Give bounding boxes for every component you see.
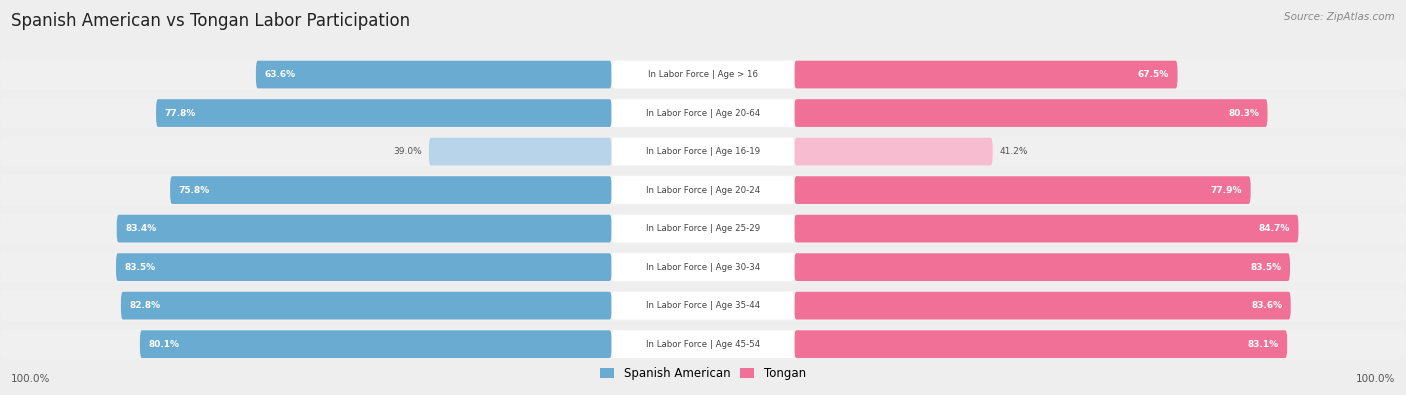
FancyBboxPatch shape xyxy=(612,253,794,281)
FancyBboxPatch shape xyxy=(0,252,1406,282)
FancyBboxPatch shape xyxy=(612,99,794,127)
FancyBboxPatch shape xyxy=(612,215,794,243)
FancyBboxPatch shape xyxy=(794,61,1178,88)
FancyBboxPatch shape xyxy=(794,330,1288,358)
Legend: Spanish American, Tongan: Spanish American, Tongan xyxy=(596,363,810,385)
Text: In Labor Force | Age 45-54: In Labor Force | Age 45-54 xyxy=(645,340,761,349)
Text: 67.5%: 67.5% xyxy=(1137,70,1170,79)
FancyBboxPatch shape xyxy=(794,99,1268,127)
Text: 82.8%: 82.8% xyxy=(129,301,160,310)
FancyBboxPatch shape xyxy=(0,136,1406,167)
FancyBboxPatch shape xyxy=(794,176,1251,204)
Text: In Labor Force | Age 20-24: In Labor Force | Age 20-24 xyxy=(645,186,761,195)
Text: In Labor Force | Age 20-64: In Labor Force | Age 20-64 xyxy=(645,109,761,118)
FancyBboxPatch shape xyxy=(794,215,1299,243)
FancyBboxPatch shape xyxy=(794,292,1291,320)
FancyBboxPatch shape xyxy=(429,138,612,166)
FancyBboxPatch shape xyxy=(612,138,794,166)
Text: 83.6%: 83.6% xyxy=(1251,301,1282,310)
FancyBboxPatch shape xyxy=(256,61,612,88)
Text: 83.5%: 83.5% xyxy=(125,263,156,272)
FancyBboxPatch shape xyxy=(0,290,1406,321)
FancyBboxPatch shape xyxy=(141,330,612,358)
Text: 84.7%: 84.7% xyxy=(1258,224,1291,233)
FancyBboxPatch shape xyxy=(794,253,1291,281)
Text: 83.1%: 83.1% xyxy=(1247,340,1279,349)
Text: 80.3%: 80.3% xyxy=(1227,109,1260,118)
Text: 63.6%: 63.6% xyxy=(264,70,295,79)
Text: 39.0%: 39.0% xyxy=(394,147,422,156)
FancyBboxPatch shape xyxy=(0,213,1406,244)
Text: 77.8%: 77.8% xyxy=(165,109,195,118)
FancyBboxPatch shape xyxy=(117,215,612,243)
Text: 100.0%: 100.0% xyxy=(11,374,51,384)
Text: 77.9%: 77.9% xyxy=(1211,186,1243,195)
Text: In Labor Force | Age 35-44: In Labor Force | Age 35-44 xyxy=(645,301,761,310)
Text: Source: ZipAtlas.com: Source: ZipAtlas.com xyxy=(1284,12,1395,22)
Text: In Labor Force | Age > 16: In Labor Force | Age > 16 xyxy=(648,70,758,79)
FancyBboxPatch shape xyxy=(612,176,794,204)
FancyBboxPatch shape xyxy=(0,59,1406,90)
FancyBboxPatch shape xyxy=(0,329,1406,359)
FancyBboxPatch shape xyxy=(794,138,993,166)
FancyBboxPatch shape xyxy=(612,61,794,88)
Text: 83.4%: 83.4% xyxy=(125,224,156,233)
Text: In Labor Force | Age 30-34: In Labor Force | Age 30-34 xyxy=(645,263,761,272)
Text: 83.5%: 83.5% xyxy=(1250,263,1282,272)
FancyBboxPatch shape xyxy=(0,98,1406,128)
Text: In Labor Force | Age 25-29: In Labor Force | Age 25-29 xyxy=(645,224,761,233)
Text: 100.0%: 100.0% xyxy=(1355,374,1395,384)
FancyBboxPatch shape xyxy=(121,292,612,320)
Text: Spanish American vs Tongan Labor Participation: Spanish American vs Tongan Labor Partici… xyxy=(11,12,411,30)
Text: 41.2%: 41.2% xyxy=(1000,147,1028,156)
FancyBboxPatch shape xyxy=(156,99,612,127)
Text: 80.1%: 80.1% xyxy=(149,340,180,349)
FancyBboxPatch shape xyxy=(612,292,794,320)
FancyBboxPatch shape xyxy=(170,176,612,204)
FancyBboxPatch shape xyxy=(612,330,794,358)
FancyBboxPatch shape xyxy=(0,175,1406,205)
Text: In Labor Force | Age 16-19: In Labor Force | Age 16-19 xyxy=(645,147,761,156)
Text: 75.8%: 75.8% xyxy=(179,186,209,195)
FancyBboxPatch shape xyxy=(115,253,612,281)
